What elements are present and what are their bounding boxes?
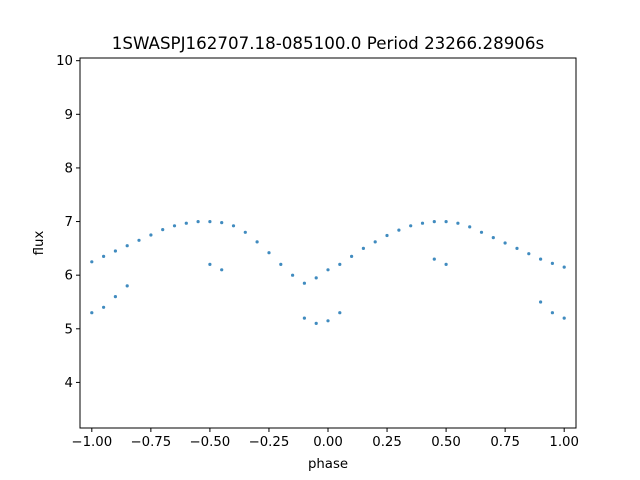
x-tick-label: 0.25	[372, 435, 402, 450]
x-tick-label: 0.50	[431, 435, 461, 450]
data-point	[326, 268, 330, 272]
data-point	[291, 273, 295, 277]
data-point	[373, 240, 377, 244]
data-point	[90, 260, 94, 264]
x-tick-label: −0.50	[190, 435, 231, 450]
data-point	[102, 254, 106, 258]
data-point	[527, 252, 531, 256]
data-point	[125, 284, 129, 288]
x-axis-label: phase	[308, 457, 348, 472]
data-point	[444, 262, 448, 266]
data-point	[208, 262, 212, 266]
data-point	[491, 236, 495, 240]
data-point	[539, 300, 543, 304]
data-point	[468, 225, 472, 229]
data-point	[243, 230, 247, 234]
x-tick-label: −0.75	[130, 435, 171, 450]
data-point	[231, 224, 236, 228]
y-axis-label: flux	[32, 231, 47, 256]
data-point	[515, 246, 519, 250]
data-point	[539, 257, 543, 261]
y-tick-label: 6	[65, 269, 73, 284]
y-tick-label: 4	[65, 376, 73, 391]
x-tick-label: −1.00	[71, 435, 112, 450]
data-point	[444, 220, 448, 224]
data-point	[409, 224, 413, 228]
data-point	[432, 257, 436, 261]
data-point	[397, 228, 401, 232]
y-tick-label: 5	[65, 322, 73, 337]
data-point	[326, 319, 330, 323]
data-point	[314, 276, 318, 280]
data-point	[255, 240, 259, 244]
x-axis: −1.00 −0.75 −0.50 −0.25 0.00 0.25 0.50 0.75 1.00	[71, 428, 579, 450]
data-point	[338, 311, 342, 315]
data-point	[456, 221, 460, 225]
y-axis: 4 5 6 7 8 9 10	[56, 54, 80, 391]
data-point	[302, 281, 306, 285]
data-point	[479, 230, 484, 234]
x-tick-label: 1.00	[549, 435, 579, 450]
data-point	[220, 221, 224, 225]
data-point	[102, 305, 106, 309]
data-point	[279, 262, 283, 266]
data-point	[420, 221, 425, 225]
data-point	[113, 295, 117, 299]
data-point	[562, 265, 566, 269]
data-point	[161, 228, 165, 232]
data-point	[550, 311, 555, 315]
data-point	[361, 246, 365, 250]
data-point	[196, 220, 200, 224]
data-point	[113, 249, 117, 253]
data-point	[137, 238, 141, 242]
y-tick-label: 7	[65, 215, 73, 230]
data-point	[550, 261, 555, 265]
data-point	[172, 224, 177, 228]
data-point	[314, 321, 318, 325]
data-point	[184, 221, 188, 225]
y-tick-label: 9	[65, 108, 73, 123]
data-point	[302, 316, 306, 320]
data-point	[385, 233, 389, 238]
data-point	[125, 244, 129, 248]
y-tick-label: 8	[65, 161, 73, 176]
data-point	[503, 241, 507, 245]
y-tick-label: 10	[56, 54, 73, 69]
x-tick-label: −0.25	[249, 435, 290, 450]
x-tick-label: 0.75	[490, 435, 520, 450]
x-tick-label: 0.00	[313, 435, 343, 450]
data-point	[90, 311, 94, 315]
data-point	[350, 254, 354, 258]
data-point	[432, 220, 436, 224]
axes-frame	[79, 57, 577, 429]
data-point	[562, 316, 566, 320]
data-point	[267, 251, 271, 255]
data-point	[208, 220, 212, 224]
scatter-points	[90, 220, 566, 325]
data-point	[338, 262, 342, 266]
data-point	[149, 233, 153, 237]
chart-title: 1SWASPJ162707.18-085100.0 Period 23266.2…	[112, 33, 545, 53]
data-point	[220, 268, 224, 272]
